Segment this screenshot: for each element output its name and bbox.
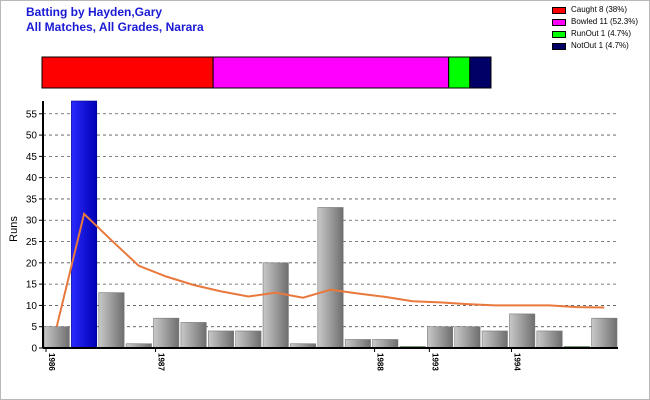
y-tick-label: 0 bbox=[31, 344, 37, 355]
y-axis-label: Runs bbox=[8, 216, 20, 242]
bar-highlight bbox=[71, 100, 98, 349]
y-tick-label: 45 bbox=[26, 152, 38, 163]
x-tick-label: 1988 bbox=[376, 353, 385, 371]
dismissal-bar bbox=[41, 56, 492, 89]
bar bbox=[509, 313, 536, 349]
dismissal-segment-runout bbox=[448, 56, 471, 89]
bar bbox=[153, 317, 180, 349]
legend-label-runout: RunOut 1 (4.7%) bbox=[571, 29, 632, 38]
x-tick-label: 1986 bbox=[47, 353, 56, 371]
y-tick-label: 20 bbox=[26, 258, 38, 269]
y-tick-label: 15 bbox=[26, 280, 38, 291]
x-tick-label: 1993 bbox=[430, 353, 439, 371]
dismissal-segment-notout bbox=[469, 56, 492, 89]
bar bbox=[536, 330, 563, 349]
bar bbox=[98, 292, 125, 349]
chart-subtitle: All Matches, All Grades, Narara bbox=[26, 20, 204, 34]
bar bbox=[372, 339, 399, 349]
y-tick-label: 35 bbox=[26, 194, 38, 205]
bar bbox=[207, 330, 234, 349]
bar bbox=[43, 326, 70, 349]
bar-series bbox=[43, 100, 618, 349]
bar bbox=[481, 330, 508, 349]
dismissal-segment-bowled bbox=[212, 56, 450, 89]
chart-title: Batting by Hayden,Gary bbox=[26, 5, 163, 19]
series-line-average bbox=[55, 211, 605, 327]
legend-label-bowled: Bowled 11 (52.3%) bbox=[571, 17, 638, 26]
y-tick-label: 30 bbox=[26, 216, 38, 227]
y-tick-label: 50 bbox=[26, 131, 38, 142]
bar bbox=[235, 330, 262, 349]
bar bbox=[454, 326, 481, 349]
y-tick-label: 10 bbox=[26, 301, 38, 312]
legend-swatch-bowled bbox=[552, 19, 566, 26]
bar bbox=[180, 322, 207, 349]
y-tick-label: 5 bbox=[31, 322, 37, 333]
axes bbox=[42, 101, 618, 349]
legend-swatch-runout bbox=[552, 31, 566, 38]
bar bbox=[591, 317, 618, 349]
y-axis-ticks: 0 5 10 15 20 25 30 35 40 45 50 55 bbox=[26, 109, 43, 355]
y-tick-label: 25 bbox=[26, 237, 38, 248]
x-axis-ticks: 1986 1987 1988 1993 1994 bbox=[45, 348, 521, 371]
y-tick-label: 55 bbox=[26, 109, 38, 120]
average-line bbox=[55, 211, 605, 327]
y-tick-label: 40 bbox=[26, 173, 38, 184]
legend-label-notout: NotOut 1 (4.7%) bbox=[571, 41, 629, 50]
bar bbox=[262, 262, 289, 349]
bar bbox=[427, 326, 454, 349]
legend-swatch-caught bbox=[552, 7, 566, 14]
bar bbox=[344, 339, 371, 349]
legend-swatch-notout bbox=[552, 43, 566, 50]
x-tick-label: 1987 bbox=[157, 353, 166, 371]
legend-label-caught: Caught 8 (38%) bbox=[571, 5, 628, 14]
x-tick-label: 1994 bbox=[512, 353, 521, 371]
bar bbox=[317, 207, 344, 349]
dismissal-segment-caught bbox=[41, 56, 214, 89]
